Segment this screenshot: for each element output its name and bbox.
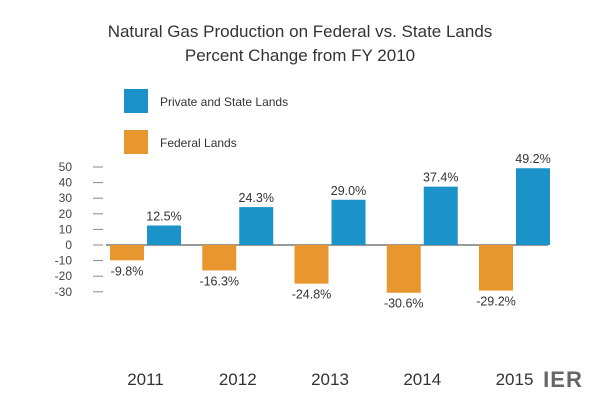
bar-federal-2013 [294,245,329,284]
legend: Private and State Lands Federal Lands [124,89,288,154]
bar-federal-2012 [202,245,237,271]
data-labels-group: -9.8% 12.5% -16.3% 24.3% -24.8% 29.0% -30.6% 37… [111,152,551,310]
x-axis: 2011 2012 2013 2014 2015 [127,370,533,389]
y-tick-label: -10 [55,254,73,268]
bar-federal-2014 [386,245,421,293]
x-tick-label-2012: 2012 [219,370,257,389]
data-label-private-state-2012: 24.3% [239,191,274,205]
legend-swatch-federal [124,130,148,154]
data-label-federal-2015: -29.2% [476,295,516,309]
bar-federal-2011 [110,245,144,261]
y-tick-label: 40 [59,176,73,190]
bar-federal-2015 [479,245,513,291]
y-tick-label: -30 [55,285,73,299]
bar-private-state-2013 [331,199,366,245]
data-label-private-state-2015: 49.2% [515,152,550,166]
legend-swatch-private-state [124,89,148,113]
y-tick-label: 0 [65,238,72,252]
x-tick-label-2014: 2014 [403,370,441,389]
data-label-private-state-2013: 29.0% [331,184,366,198]
data-label-private-state-2011: 12.5% [146,210,181,224]
y-tick-label: 50 [59,160,73,174]
bar-private-state-2015 [516,168,550,245]
y-tick-label: 30 [59,191,73,205]
data-label-private-state-2014: 37.4% [423,171,458,185]
legend-label-private-state: Private and State Lands [160,95,288,109]
y-tick-label: -20 [55,269,73,283]
data-label-federal-2013: -24.8% [292,288,332,302]
chart-title-line-2: Percent Change from FY 2010 [185,46,415,65]
x-tick-label-2015: 2015 [496,370,534,389]
chart-title-line-1: Natural Gas Production on Federal vs. St… [108,22,493,41]
x-tick-label-2013: 2013 [311,370,349,389]
y-tick-label: 20 [59,207,73,221]
ier-logo-watermark: IER [543,367,583,392]
data-label-federal-2011: -9.8% [111,264,144,278]
data-label-federal-2014: -30.6% [384,297,424,311]
x-tick-label-2011: 2011 [127,370,164,389]
legend-label-federal: Federal Lands [160,136,237,150]
bar-private-state-2014 [423,186,458,245]
bar-private-state-2011 [147,225,181,245]
data-label-federal-2012: -16.3% [199,274,239,288]
y-tick-label: 10 [59,222,73,236]
bars-group [110,168,550,293]
bar-private-state-2012 [239,207,274,245]
